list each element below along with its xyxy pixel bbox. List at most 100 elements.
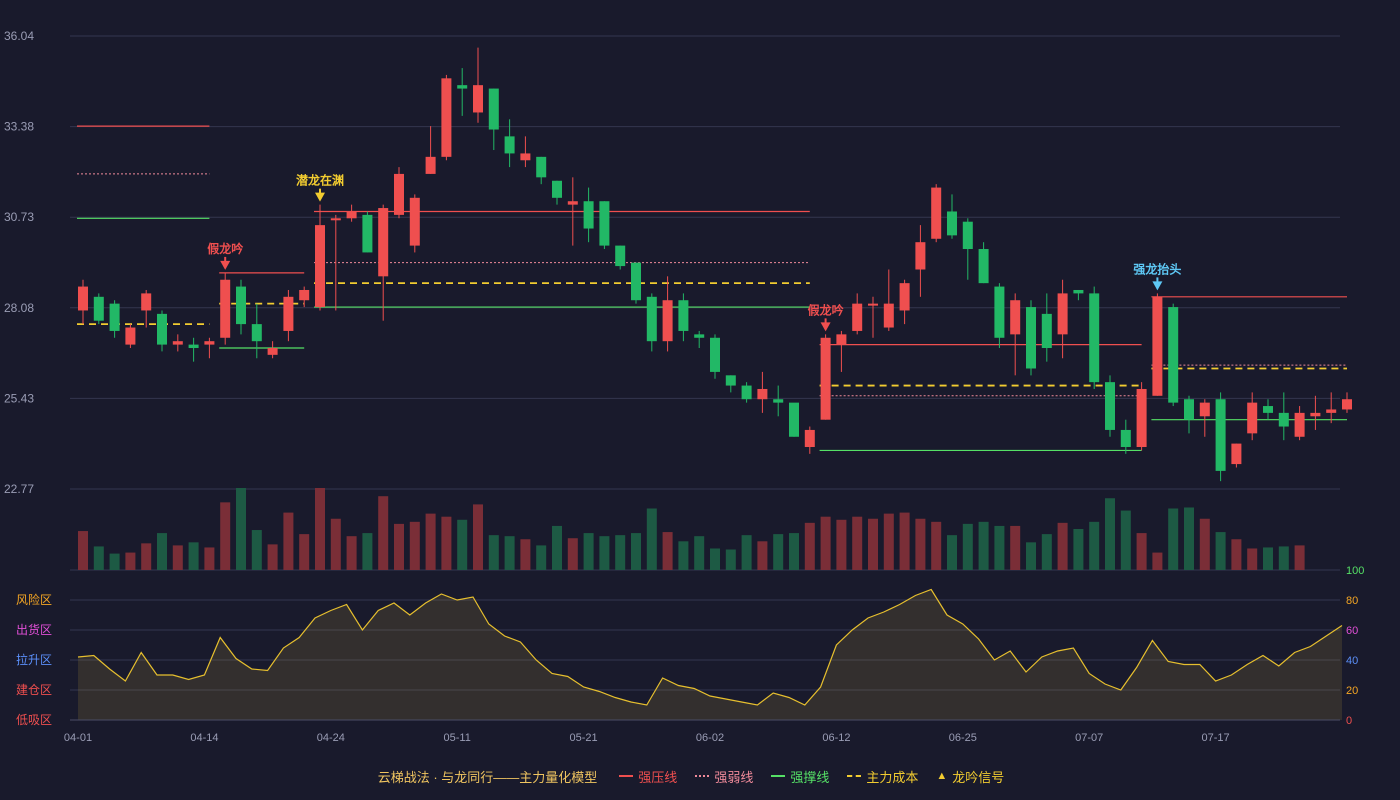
volume-bar [125, 552, 136, 570]
indicator-line [77, 588, 1343, 706]
candle-body [220, 279, 231, 338]
candle-body [1326, 409, 1337, 413]
date-tick-label: 04-01 [64, 732, 92, 744]
legend-label-support: 强撑线 [790, 769, 830, 785]
date-tick-label: 04-14 [190, 732, 218, 744]
candle [915, 225, 926, 297]
legend-item-strength[interactable]: 强弱线 [695, 767, 753, 786]
candle [804, 426, 815, 454]
candle [789, 402, 799, 437]
candle [962, 218, 973, 280]
legend-title: 云梯战法 · 与龙同行——主力量化模型 [377, 769, 598, 785]
candle [1278, 392, 1289, 441]
candle [567, 177, 578, 246]
price-tick-label: 22.77 [4, 482, 34, 496]
candle [109, 300, 120, 338]
legend-item-support[interactable]: 强撑线 [771, 767, 829, 786]
volume-bar [915, 518, 926, 570]
volume-bar [662, 532, 673, 570]
candle-body [789, 402, 799, 437]
volume-bar [599, 536, 610, 570]
candle [457, 68, 468, 116]
volume-bar [504, 536, 515, 570]
volume-bar [899, 512, 910, 570]
price-grid [70, 35, 1340, 490]
candle-body [615, 245, 626, 267]
signal-arrow-icon [820, 322, 831, 332]
legend-item-resistance[interactable]: 强压线 [619, 767, 677, 786]
volume-bar [1120, 510, 1131, 570]
volume-bars [70, 488, 1340, 571]
zone-label: 拉升区 [16, 652, 52, 667]
volume-bar [536, 545, 547, 570]
volume-bar [931, 521, 942, 570]
candle [1231, 443, 1242, 468]
legend-item-signal[interactable]: ▲ 龙吟信号 [936, 767, 1004, 786]
volume-bar [994, 525, 1005, 570]
candle [1199, 399, 1210, 437]
candle-body [330, 218, 341, 221]
candle-body [346, 211, 357, 219]
candle-body [631, 262, 641, 301]
candle [1326, 392, 1337, 424]
candle-body [978, 249, 989, 284]
candle [315, 204, 325, 311]
candle [757, 371, 768, 413]
candle-body [662, 300, 673, 342]
legend-label-strength: 强弱线 [714, 769, 754, 785]
level-lines [77, 125, 1347, 452]
volume-bar [188, 542, 199, 570]
price-axis: 36.04 33.38 30.73 28.08 25.43 22.77 [4, 29, 34, 496]
volume-bar [1278, 546, 1289, 570]
volume-bar [804, 522, 815, 570]
candle [552, 180, 562, 205]
candle [172, 334, 183, 352]
volume-bar [378, 496, 389, 570]
candle-body [1073, 289, 1084, 294]
candle-body [172, 341, 183, 345]
candles [78, 47, 1352, 482]
candle [267, 341, 278, 359]
legend-item-cost[interactable]: 主力成本 [847, 767, 918, 786]
candle-body [741, 385, 752, 400]
candle [93, 293, 104, 325]
candle-body [1010, 300, 1021, 335]
candle-body [251, 324, 262, 342]
zone-label: 风险区 [16, 592, 52, 607]
indicator-area [78, 589, 1342, 720]
candle [204, 337, 215, 359]
candle [883, 269, 894, 331]
candle [283, 289, 294, 342]
zone-label: 建仓区 [16, 683, 52, 697]
candle [725, 375, 736, 393]
volume-bar [457, 519, 468, 570]
candle [994, 283, 1005, 349]
candle [631, 262, 641, 304]
volume-bar [425, 513, 436, 570]
volume-bar [473, 504, 483, 570]
signal-label: 强龙抬头 [1133, 261, 1181, 276]
candle [141, 289, 152, 328]
candle-body [520, 153, 531, 161]
candle-body [1136, 388, 1147, 448]
price-tick-label: 33.38 [4, 120, 34, 134]
volume-bar [631, 533, 641, 570]
candle [251, 303, 262, 359]
volume-bar [978, 521, 989, 570]
candle-body [536, 156, 547, 178]
indicator-tick-label: 60 [1346, 625, 1358, 637]
candle [536, 156, 547, 185]
candle-body [1263, 406, 1273, 413]
candle [1057, 279, 1068, 359]
candle-body [188, 344, 199, 349]
candle-body [409, 197, 420, 246]
candle [710, 334, 720, 379]
candle-body [457, 85, 468, 89]
candle [1294, 406, 1305, 441]
candle [1120, 419, 1131, 454]
candle [978, 242, 989, 284]
candle [1152, 293, 1163, 396]
candle [1073, 289, 1084, 301]
candle-body [157, 313, 167, 345]
date-axis: 04-01 04-14 04-24 05-11 05-21 06-02 06-12 06-25… [64, 719, 1340, 744]
